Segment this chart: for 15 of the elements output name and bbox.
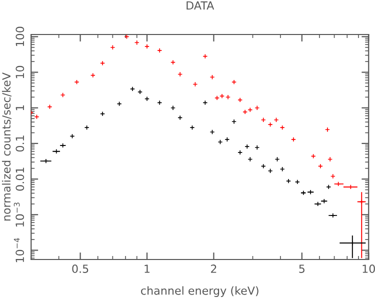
y-tick-label: 0.1 <box>16 136 24 152</box>
x-tick-label: 5 <box>299 264 304 273</box>
y-tick-label: 0.01 <box>16 168 24 191</box>
y-tick-label: 10$^{−3}$ <box>14 202 24 226</box>
x-tick-label: 10 <box>362 264 375 273</box>
x-tick-label: 1 <box>144 264 150 273</box>
x-axis-title: channel energy (keV) <box>141 286 258 297</box>
y-tick-label: 10 <box>16 66 24 78</box>
y-tick-label: 100 <box>16 26 24 46</box>
y-tick-label: 1 <box>16 105 24 110</box>
y-tick-label: 10$^{−4}$ <box>14 238 24 262</box>
y-axis-title: normalized counts/sec/keV <box>2 72 12 221</box>
x-tick-label: 2 <box>211 264 216 273</box>
chart-title: DATA <box>186 1 214 10</box>
x-tick-label: 0.5 <box>72 264 88 273</box>
